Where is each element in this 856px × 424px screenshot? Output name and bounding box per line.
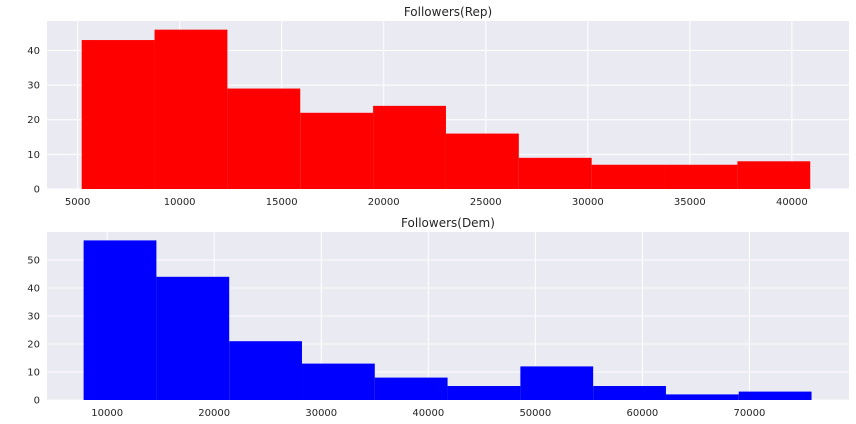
histogram-bar (737, 161, 811, 189)
histogram-bar (154, 29, 228, 190)
histogram-bar (518, 157, 592, 189)
chart-title: Followers(Rep) (404, 5, 492, 19)
histogram-bar (301, 363, 375, 400)
histogram-bar (156, 276, 230, 400)
histogram-bar (445, 133, 519, 189)
histogram-bar (520, 366, 594, 400)
y-tick-label: 30 (27, 81, 40, 92)
x-tick-label: 30000 (305, 408, 337, 419)
y-tick-label: 30 (27, 312, 40, 323)
y-tick-label: 0 (34, 396, 40, 407)
x-tick-label: 60000 (626, 408, 658, 419)
histogram-bar (83, 240, 157, 400)
chart-title: Followers(Dem) (401, 216, 495, 230)
x-tick-label: 10000 (164, 197, 196, 208)
x-tick-label: 40000 (412, 408, 444, 419)
histogram-bar (227, 88, 301, 189)
y-tick-label: 10 (27, 150, 40, 161)
y-tick-label: 0 (34, 185, 40, 196)
y-tick-label: 10 (27, 368, 40, 379)
x-tick-label: 50000 (519, 408, 551, 419)
x-tick-label: 5000 (65, 197, 90, 208)
y-tick-label: 50 (27, 256, 40, 267)
histogram-bar (447, 386, 521, 400)
x-tick-label: 10000 (91, 408, 123, 419)
x-tick-label: 25000 (470, 197, 502, 208)
x-tick-label: 70000 (734, 408, 766, 419)
histogram-bar (738, 391, 812, 400)
x-tick-label: 35000 (674, 197, 706, 208)
y-tick-label: 20 (27, 115, 40, 126)
histogram-bar (373, 105, 446, 189)
x-tick-label: 30000 (572, 197, 604, 208)
y-tick-label: 20 (27, 340, 40, 351)
histogram-bar (229, 341, 302, 400)
histogram-bar (593, 386, 666, 400)
histogram-bar (591, 164, 665, 189)
y-tick-label: 40 (27, 284, 40, 295)
y-tick-label: 40 (27, 46, 40, 57)
subplot-2: 10000 20000 30000 40000 50000 60000 70000 0 10 20… (27, 216, 849, 419)
x-tick-label: 15000 (266, 197, 298, 208)
histogram-bar (664, 164, 738, 189)
x-tick-label: 20000 (368, 197, 400, 208)
histogram-bar (81, 40, 155, 190)
x-tick-label: 20000 (198, 408, 230, 419)
histogram-bar (300, 112, 374, 189)
subplot-1: 5000 10000 15000 20000 25000 30000 35000 40000 0… (27, 5, 849, 208)
histogram-bar (374, 377, 448, 400)
x-tick-label: 40000 (776, 197, 808, 208)
histogram-bar (665, 394, 739, 400)
